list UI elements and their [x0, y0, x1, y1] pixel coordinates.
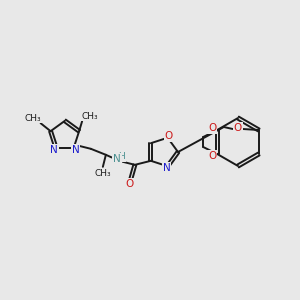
Text: CH₃: CH₃: [82, 112, 98, 121]
Text: O: O: [208, 123, 216, 133]
Text: N: N: [163, 163, 170, 173]
Text: N: N: [72, 145, 80, 155]
Text: CH₃: CH₃: [94, 169, 111, 178]
Text: O: O: [164, 131, 173, 141]
Text: O: O: [234, 123, 242, 133]
Text: CH₃: CH₃: [24, 114, 41, 123]
Text: O: O: [126, 179, 134, 189]
Text: N: N: [50, 145, 58, 155]
Text: H: H: [118, 152, 125, 161]
Text: N: N: [113, 154, 121, 164]
Text: O: O: [208, 151, 216, 161]
